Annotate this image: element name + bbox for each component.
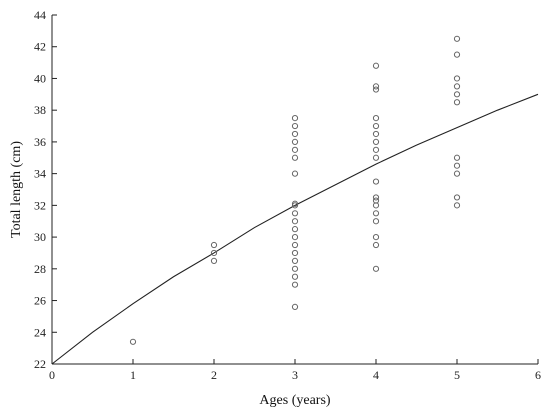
data-point <box>372 115 380 122</box>
data-point <box>210 241 218 249</box>
growth-curve <box>51 93 539 365</box>
data-point <box>291 257 299 264</box>
data-point <box>129 338 137 345</box>
data-point <box>291 115 299 122</box>
data-point <box>372 178 380 185</box>
data-point <box>372 138 380 146</box>
y-tick-label: 42 <box>34 40 46 54</box>
data-point <box>372 197 380 204</box>
data-point <box>291 170 299 177</box>
y-tick-label: 44 <box>34 8 46 22</box>
data-point <box>291 146 299 153</box>
y-tick-label: 30 <box>34 230 46 244</box>
data-point <box>291 249 299 257</box>
data-point <box>291 122 299 130</box>
y-tick-label: 38 <box>34 103 46 117</box>
data-point <box>453 99 461 106</box>
data-point <box>453 154 461 161</box>
data-point <box>372 62 380 69</box>
data-point <box>453 162 461 169</box>
data-point <box>453 83 461 90</box>
data-point <box>372 265 380 272</box>
data-point <box>453 202 461 209</box>
y-tick-label: 28 <box>34 262 46 276</box>
x-tick-label: 0 <box>49 368 55 382</box>
data-point <box>291 303 299 310</box>
y-tick-label: 36 <box>34 135 46 149</box>
data-point <box>291 154 299 161</box>
x-tick-label: 6 <box>535 368 541 382</box>
data-point <box>291 241 299 249</box>
data-point <box>372 233 380 241</box>
data-point <box>372 83 380 90</box>
x-tick-label: 2 <box>211 368 217 382</box>
data-point <box>291 226 299 233</box>
data-point <box>372 122 380 130</box>
data-point <box>291 200 299 207</box>
data-point <box>372 154 380 161</box>
data-point <box>372 146 380 153</box>
y-ticks: 22 24 26 28 30 32 34 36 38 40 42 44 <box>34 8 57 371</box>
data-point <box>372 210 380 217</box>
data-point <box>291 281 299 288</box>
data-point <box>291 233 299 241</box>
data-point <box>372 86 380 93</box>
y-tick-label: 34 <box>34 167 46 181</box>
x-ticks: 0 1 2 3 4 5 6 <box>49 359 541 382</box>
y-axis-label: Total length (cm) <box>9 141 24 238</box>
y-tick-label: 26 <box>34 294 46 308</box>
data-point <box>453 91 461 98</box>
data-point <box>372 130 380 138</box>
x-tick-label: 1 <box>130 368 136 382</box>
data-point <box>291 130 299 138</box>
data-point <box>453 51 461 58</box>
data-point <box>210 257 218 264</box>
data-point <box>453 170 461 177</box>
x-tick-label: 4 <box>373 368 379 382</box>
y-tick-label: 40 <box>34 71 46 85</box>
x-tick-label: 3 <box>292 368 298 382</box>
data-point <box>291 210 299 217</box>
y-tick-label: 24 <box>34 325 46 339</box>
data-points <box>129 35 461 345</box>
data-point <box>453 35 461 42</box>
data-point <box>291 218 299 225</box>
y-tick-label: 32 <box>34 198 46 212</box>
data-point <box>453 194 461 201</box>
data-point <box>372 194 380 201</box>
data-point <box>291 138 299 146</box>
data-point <box>453 75 461 82</box>
axes <box>51 15 538 365</box>
data-point <box>291 265 299 272</box>
x-tick-label: 5 <box>454 368 460 382</box>
data-point <box>210 249 218 257</box>
x-axis-label: Ages (years) <box>259 393 330 408</box>
y-tick-label: 22 <box>34 357 46 371</box>
data-point <box>372 218 380 225</box>
data-point <box>291 273 299 280</box>
data-point <box>372 241 380 249</box>
